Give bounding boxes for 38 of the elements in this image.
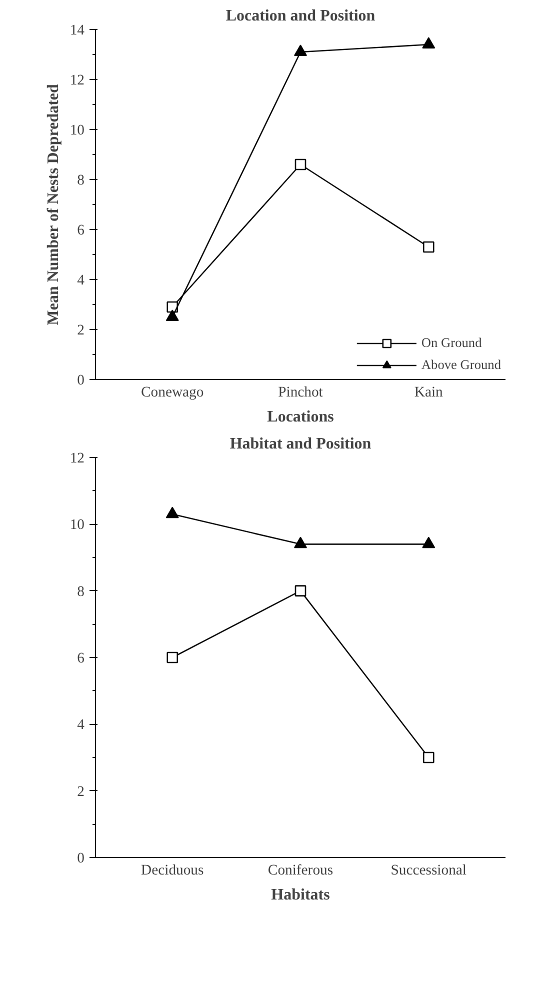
legend-label: On Ground	[421, 335, 482, 351]
y-tick-label: 10	[70, 517, 84, 534]
point	[294, 536, 307, 548]
point	[422, 536, 436, 548]
y-tick-label: 8	[77, 172, 84, 188]
y-tick-label: 14	[70, 22, 86, 38]
y-tick-label: 12	[70, 450, 84, 466]
x-tick-label: Coniferous	[268, 862, 334, 878]
y-tick-label: 4	[77, 717, 86, 734]
point	[294, 44, 307, 56]
x-tick-label: Successional	[390, 862, 466, 878]
point	[422, 752, 434, 764]
y-tick-label: 2	[77, 322, 84, 338]
x-tick-label: Conewago	[141, 384, 204, 400]
x-axis-title: Locations	[267, 408, 334, 426]
y-tick-label: 12	[70, 72, 84, 88]
y-tick-label: 10	[70, 122, 84, 138]
x-tick-label: Deciduous	[141, 862, 204, 878]
x-tick-label: Pinchot	[278, 384, 323, 400]
y-tick-label: 2	[77, 784, 84, 800]
y-tick-label: 0	[77, 850, 84, 866]
y-tick-label: 4	[77, 272, 86, 288]
chart-title: Habitat and Position	[230, 436, 372, 452]
point	[422, 241, 434, 253]
point	[166, 506, 179, 518]
y-axis-title: Mean Number of Nests Depredated	[44, 84, 62, 326]
point	[422, 37, 436, 48]
legend-label: Above Ground	[421, 357, 501, 373]
point	[294, 158, 306, 170]
y-tick-label: 0	[77, 372, 84, 388]
y-tick-label: 6	[77, 650, 84, 666]
x-tick-label: Kain	[414, 384, 444, 400]
point	[294, 585, 306, 596]
y-tick-label: 8	[77, 584, 84, 600]
point	[166, 652, 178, 664]
x-axis-title: Habitats	[271, 886, 330, 904]
chart-title: Location and Position	[226, 8, 376, 24]
y-tick-label: 6	[77, 222, 84, 238]
